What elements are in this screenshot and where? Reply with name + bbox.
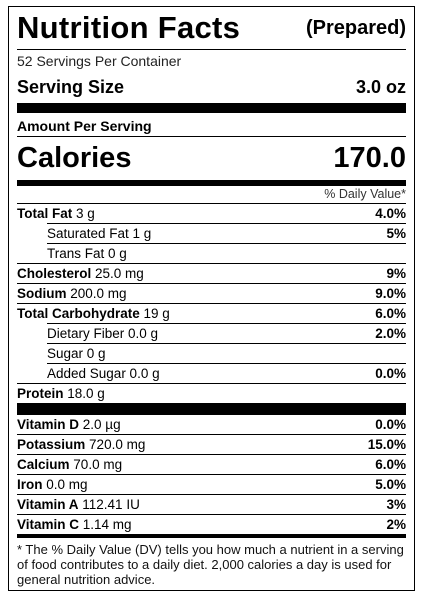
nutrient-row: Vitamin C 1.14 mg 2% — [17, 514, 406, 534]
vitamin-list: Vitamin D 2.0 µg 0.0% Potassium 720.0 mg 15… — [17, 415, 406, 534]
nutrient: Dietary Fiber 0.0 g — [47, 326, 158, 341]
nutrient-amount: 112.41 IU — [82, 497, 140, 512]
daily-value: 5% — [386, 226, 406, 241]
nutrient-amount: 25.0 mg — [95, 266, 144, 281]
nutrient-name: Vitamin A — [17, 497, 79, 512]
nutrient: Vitamin C 1.14 mg — [17, 517, 132, 532]
serving-size-row: Serving Size 3.0 oz — [17, 72, 406, 103]
nutrient-name: Saturated Fat 1 g — [47, 226, 152, 241]
nutrient-name: Dietary Fiber 0.0 g — [47, 326, 159, 341]
nutrient-amount: 720.0 mg — [89, 437, 146, 452]
nutrient-row: Cholesterol 25.0 mg 9% — [17, 263, 406, 283]
nutrient-amount: 70.0 mg — [73, 457, 123, 472]
nutrient: Calcium 70.0 mg — [17, 457, 122, 472]
daily-value: 5.0% — [375, 477, 406, 492]
nutrient: Sodium 200.0 mg — [17, 286, 127, 301]
nutrient: Potassium 720.0 mg — [17, 437, 145, 452]
divider — [17, 534, 406, 538]
amount-heading: Amount Per Serving — [17, 113, 406, 137]
nutrient-name: Total Fat — [17, 206, 73, 221]
nutrient-name: Cholesterol — [17, 266, 92, 281]
nutrient-row: Vitamin A 112.41 IU 3% — [17, 494, 406, 514]
nutrient: Vitamin A 112.41 IU — [17, 497, 140, 512]
calories-label: Calories — [17, 142, 132, 174]
title: Nutrition Facts — [17, 10, 241, 45]
note: (Prepared) — [305, 16, 406, 39]
nutrient: Iron 0.0 mg — [17, 477, 88, 492]
daily-value: 4.0% — [375, 206, 406, 221]
nutrient-row: Sugar 0 g — [47, 343, 406, 363]
nutrient-row: Total Carbohydrate 19 g 6.0% — [17, 303, 406, 323]
footnote: * The % Daily Value (DV) tells you how m… — [17, 542, 404, 587]
nutrient-name: Sugar 0 g — [47, 346, 106, 361]
nutrient-name: Sodium — [17, 286, 67, 301]
nutrient-amount: 19 g — [143, 306, 170, 321]
divider — [17, 103, 406, 113]
divider — [17, 403, 406, 415]
divider — [17, 180, 406, 186]
daily-value: 2% — [386, 517, 406, 532]
nutrient-name: Iron — [17, 477, 43, 492]
nutrient-amount: 3 g — [76, 206, 95, 221]
daily-value: 0.0% — [375, 366, 406, 381]
nutrient: Total Carbohydrate 19 g — [17, 306, 170, 321]
daily-value: 3% — [386, 497, 406, 512]
nutrient-row: Saturated Fat 1 g 5% — [47, 223, 406, 243]
nutrient-amount: 18.0 g — [67, 386, 105, 401]
nutrient-amount: 200.0 mg — [70, 286, 127, 301]
nutrient-list: Total Fat 3 g 4.0% Saturated Fat 1 g 5% Tran… — [17, 204, 406, 403]
nutrient-row: Dietary Fiber 0.0 g 2.0% — [47, 323, 406, 343]
serving-size-label: Serving Size — [17, 77, 125, 97]
daily-value: 9% — [386, 266, 406, 281]
nutrient: Trans Fat 0 g — [47, 246, 127, 261]
calories-row: Calories 170.0 — [17, 137, 406, 180]
nutrient-row: Vitamin D 2.0 µg 0.0% — [17, 415, 406, 434]
nutrient-name: Vitamin D — [17, 417, 80, 432]
nutrient-row: Sodium 200.0 mg 9.0% — [17, 283, 406, 303]
nutrition-label: Nutrition Facts (Prepared) 52 Servings P… — [8, 6, 415, 591]
nutrient-name: Vitamin C — [17, 517, 80, 532]
nutrient: Sugar 0 g — [47, 346, 106, 361]
nutrient-row: Trans Fat 0 g — [47, 243, 406, 263]
dv-heading: % Daily Value* — [17, 186, 406, 204]
nutrient: Saturated Fat 1 g — [47, 226, 151, 241]
nutrient-amount: 1.14 mg — [82, 517, 132, 532]
nutrient: Total Fat 3 g — [17, 206, 95, 221]
daily-value: 15.0% — [367, 437, 406, 452]
nutrient: Vitamin D 2.0 µg — [17, 417, 121, 432]
nutrient: Protein 18.0 g — [17, 386, 105, 401]
daily-value: 9.0% — [375, 286, 406, 301]
nutrient: Added Sugar 0.0 g — [47, 366, 160, 381]
daily-value: 6.0% — [375, 457, 406, 472]
nutrient-row: Iron 0.0 mg 5.0% — [17, 474, 406, 494]
daily-value: 2.0% — [375, 326, 406, 341]
calories-value: 170.0 — [333, 142, 406, 174]
nutrient-name: Protein — [17, 386, 64, 401]
daily-value: 6.0% — [375, 306, 406, 321]
nutrient-row: Potassium 720.0 mg 15.0% — [17, 434, 406, 454]
nutrient-row: Added Sugar 0.0 g 0.0% — [47, 363, 406, 383]
serving-size: 3.0 oz — [355, 77, 406, 97]
daily-value: 0.0% — [375, 417, 406, 432]
nutrient-amount: 2.0 µg — [82, 417, 121, 432]
nutrient-amount: 0.0 mg — [46, 477, 88, 492]
servings: 52 Servings Per Container — [17, 53, 182, 69]
nutrient-name: Trans Fat 0 g — [47, 246, 127, 261]
nutrient-name: Added Sugar 0.0 g — [47, 366, 160, 381]
nutrient-row: Protein 18.0 g — [17, 383, 406, 403]
nutrient-name: Calcium — [17, 457, 70, 472]
nutrient-row: Calcium 70.0 mg 6.0% — [17, 454, 406, 474]
nutrient-name: Potassium — [17, 437, 86, 452]
nutrient-name: Total Carbohydrate — [17, 306, 140, 321]
nutrient: Cholesterol 25.0 mg — [17, 266, 144, 281]
nutrient-row: Total Fat 3 g 4.0% — [17, 204, 406, 223]
title-row: Nutrition Facts (Prepared) — [17, 7, 406, 50]
